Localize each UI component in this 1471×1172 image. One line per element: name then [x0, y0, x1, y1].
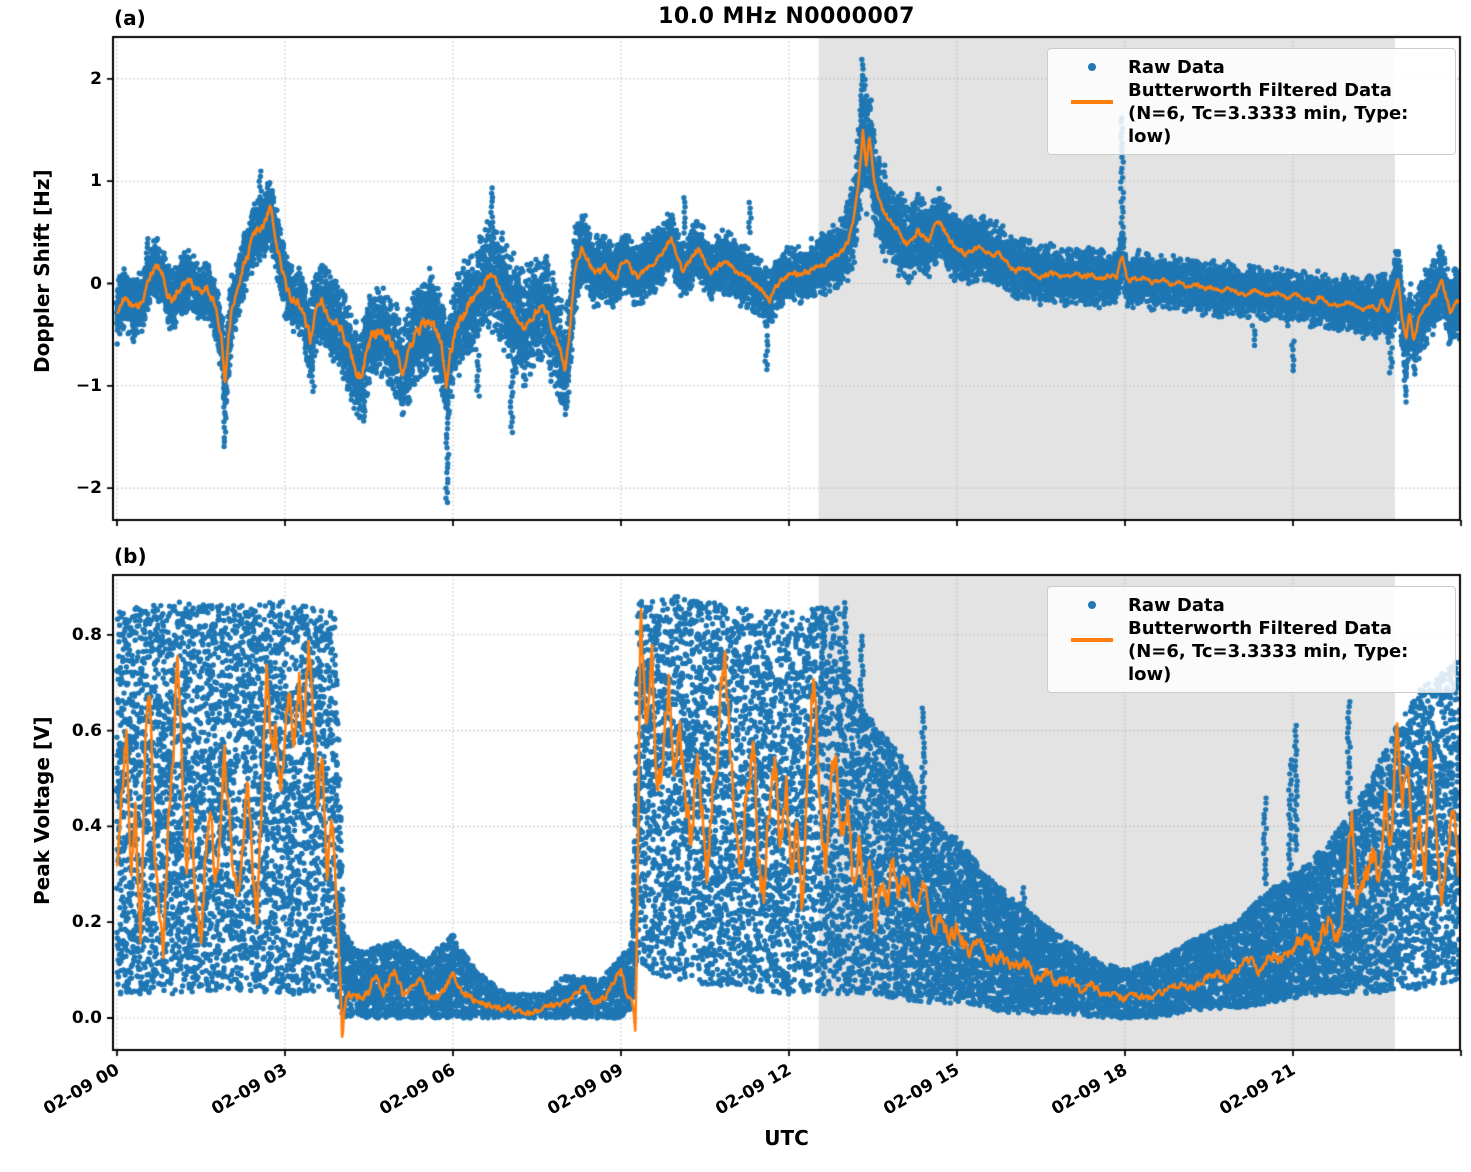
doppler-y-tick-label: 2 [90, 68, 102, 89]
raw-data-marker-icon [1088, 601, 1096, 609]
voltage-y-tick-label: 0.0 [71, 1008, 102, 1028]
doppler-y-tick-label: −2 [75, 478, 102, 499]
legend-raw-label: Raw Data [1128, 56, 1225, 78]
raw-data-marker-icon [1088, 63, 1096, 71]
filtered-line-marker-icon [1071, 100, 1113, 104]
legend-doppler: Raw Data Butterworth Filtered Data (N=6, … [1047, 48, 1456, 155]
doppler-y-tick-label: −1 [75, 375, 102, 396]
voltage-y-tick-label: 0.2 [71, 912, 102, 933]
filtered-line-marker-icon [1071, 638, 1113, 642]
x-tick-label: 02-09 15 [880, 1060, 963, 1120]
x-tick-label: 02-09 21 [1216, 1060, 1299, 1120]
x-tick-label: 02-09 18 [1048, 1060, 1131, 1120]
voltage-y-tick-label: 0.6 [71, 720, 102, 741]
doppler-y-tick-label: 1 [90, 171, 102, 192]
panel-b-label: (b) [114, 544, 147, 568]
legend-handle [1056, 79, 1128, 125]
doppler-y-tick-label: 0 [90, 273, 102, 294]
voltage-y-tick-label: 0.4 [71, 816, 102, 837]
panel-a-label: (a) [114, 6, 146, 30]
legend-voltage: Raw Data Butterworth Filtered Data (N=6, … [1047, 586, 1456, 693]
legend-filtered-label: Butterworth Filtered Data (N=6, Tc=3.3333… [1128, 80, 1409, 147]
x-tick-label: 02-09 12 [712, 1060, 795, 1120]
legend-handle [1056, 55, 1128, 79]
x-tick-label: 02-09 00 [40, 1060, 123, 1120]
legend-handle [1056, 593, 1128, 617]
legend-raw-label: Raw Data [1128, 594, 1225, 616]
x-tick-label: 02-09 06 [376, 1060, 459, 1120]
doppler-y-axis-label: Doppler Shift [Hz] [30, 169, 54, 373]
x-axis-label: UTC [764, 1126, 809, 1150]
x-tick-label: 02-09 03 [208, 1060, 291, 1120]
chart-title: 10.0 MHz N0000007 [658, 4, 915, 29]
legend-handle [1056, 617, 1128, 663]
x-tick-label: 02-09 09 [544, 1060, 627, 1120]
voltage-y-axis-label: Peak Voltage [V] [30, 716, 54, 905]
legend-filtered-label: Butterworth Filtered Data (N=6, Tc=3.3333… [1128, 618, 1409, 685]
voltage-y-tick-label: 0.8 [71, 624, 102, 645]
